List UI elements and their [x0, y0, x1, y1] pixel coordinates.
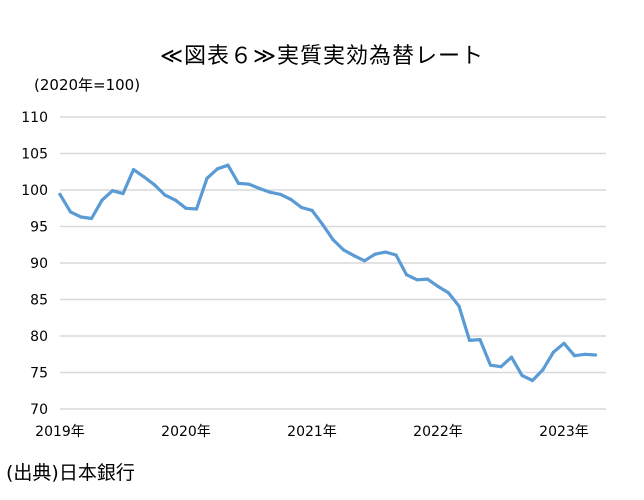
gridlines [60, 116, 606, 410]
data-point [583, 352, 587, 356]
data-point [278, 192, 283, 196]
data-point [551, 350, 556, 354]
x-tick-label: 2022年 [413, 424, 463, 440]
x-tick-label: 2021年 [287, 424, 337, 440]
data-point [194, 207, 199, 211]
data-point [520, 373, 524, 377]
x-axis-ticks: 2019年 2020年 2021年 2022年 2023年 [35, 424, 589, 440]
y-tick-label: 70 [30, 402, 48, 418]
data-point [509, 355, 514, 359]
data-point [289, 197, 293, 202]
data-point [436, 284, 440, 288]
data-point [362, 259, 367, 263]
data-point [205, 176, 209, 180]
data-point [100, 198, 104, 202]
data-point [341, 248, 346, 252]
data-point [79, 215, 83, 219]
data-point [247, 182, 251, 186]
data-point [373, 252, 377, 256]
data-point [68, 210, 73, 214]
data-point [268, 190, 272, 194]
y-unit-label: (2020年=100) [34, 76, 141, 94]
y-tick-label: 85 [30, 293, 48, 309]
data-point [352, 254, 356, 258]
data-point [404, 273, 409, 277]
series-line [58, 163, 598, 383]
data-point [331, 238, 335, 242]
data-point [299, 205, 304, 210]
data-point [499, 365, 503, 369]
y-tick-label: 105 [21, 147, 48, 163]
y-tick-label: 95 [30, 220, 48, 236]
chart-title: ≪図表６≫実質実効為替レート [159, 44, 485, 69]
data-point [425, 277, 430, 281]
data-point [541, 368, 545, 372]
data-point [89, 216, 94, 221]
data-point [446, 291, 451, 295]
series-group [58, 163, 598, 383]
data-point [184, 206, 188, 210]
data-point [110, 189, 115, 193]
data-point [467, 338, 472, 342]
data-point [320, 222, 325, 226]
x-tick-label: 2023年 [539, 424, 589, 440]
data-point [58, 192, 62, 196]
data-point [257, 186, 262, 191]
data-point [152, 183, 157, 187]
data-point [215, 167, 220, 171]
source-label: (出典)日本銀行 [6, 462, 135, 484]
x-tick-label: 2019年 [35, 424, 85, 440]
data-point [415, 278, 419, 282]
y-tick-label: 80 [30, 329, 48, 345]
data-point [394, 253, 398, 257]
data-point [226, 163, 230, 167]
data-point [530, 378, 535, 383]
line-chart: 70 75 80 85 90 95 100 105 110 2019年 2020年 2021年 202… [21, 110, 606, 440]
y-tick-label: 75 [30, 366, 48, 382]
data-point [121, 192, 125, 196]
data-point [572, 354, 577, 358]
data-point [142, 175, 146, 179]
data-point [173, 198, 178, 202]
data-point [478, 338, 482, 342]
data-point [131, 168, 136, 172]
x-tick-label: 2020年 [161, 424, 211, 440]
data-point [383, 250, 388, 254]
data-point [310, 208, 314, 212]
data-point [236, 181, 241, 185]
data-point [562, 341, 566, 345]
data-point [163, 193, 167, 197]
data-point [593, 353, 598, 357]
y-axis-ticks: 70 75 80 85 90 95 100 105 110 [21, 110, 48, 418]
y-tick-label: 100 [21, 183, 48, 199]
data-point [488, 363, 493, 367]
y-tick-label: 90 [30, 256, 48, 272]
data-point [457, 304, 461, 308]
y-tick-label: 110 [21, 110, 48, 126]
